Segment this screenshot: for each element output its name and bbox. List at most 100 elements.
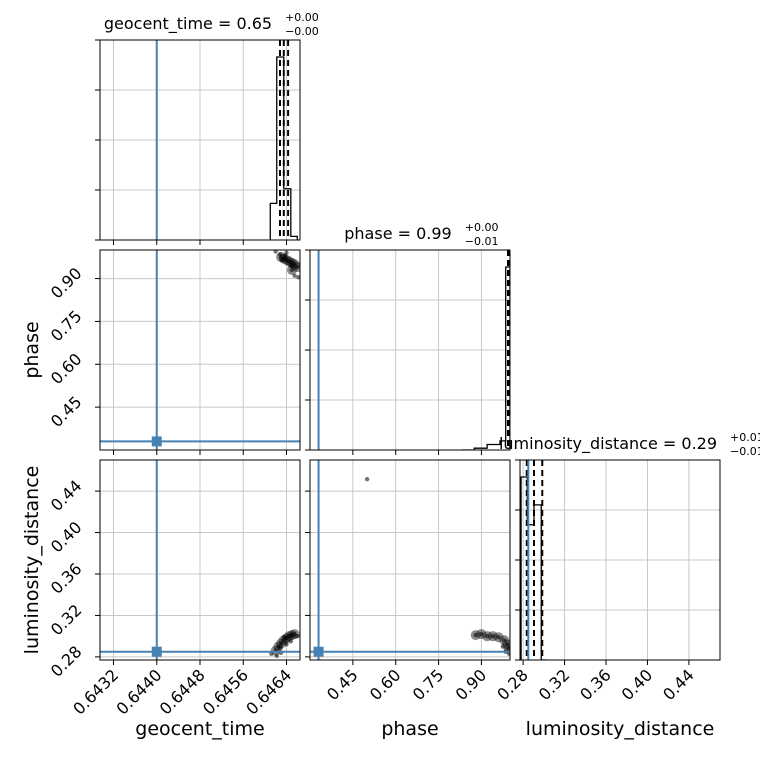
y-tick-label: 0.60 xyxy=(47,349,86,388)
x-tick-label: 0.6464 xyxy=(242,665,295,718)
density-mark xyxy=(499,635,510,646)
title-upper-err: +0.00 xyxy=(285,11,319,24)
panel-frame xyxy=(99,249,301,451)
panel-frame xyxy=(99,459,301,661)
title-lower-err: −0.01 xyxy=(465,235,499,248)
density-mark xyxy=(470,630,481,641)
density-mark xyxy=(276,252,287,263)
x-tick-label: 0.6456 xyxy=(199,665,252,718)
density-mark xyxy=(289,259,300,270)
y-tick-label: 0.36 xyxy=(47,559,86,598)
x-tick-label: 0.28 xyxy=(493,665,532,704)
density-mark xyxy=(276,638,287,649)
sample-point xyxy=(502,638,507,643)
x-tick-label: 0.6432 xyxy=(69,665,122,718)
density-mark xyxy=(292,262,300,273)
x-tick-label: 0.90 xyxy=(452,665,491,704)
density-mark xyxy=(502,639,510,650)
sample-point xyxy=(504,642,510,647)
density-mark xyxy=(284,631,295,642)
x-tick-label: 0.44 xyxy=(659,665,698,704)
sample-point xyxy=(278,641,284,646)
sample-point xyxy=(490,633,496,639)
sample-point xyxy=(288,639,294,644)
density-mark xyxy=(281,255,292,265)
sample-point xyxy=(274,653,279,659)
title-main: geocent_time = 0.65 xyxy=(104,14,272,34)
y-tick-label: 0.44 xyxy=(47,476,86,515)
x-tick-label: 0.45 xyxy=(323,665,362,704)
y-tick-label: 0.32 xyxy=(47,601,86,640)
x-tick-label: 0.40 xyxy=(618,665,657,704)
y-tick-label: 0.40 xyxy=(47,518,86,557)
y-tick-label: 0.45 xyxy=(47,392,86,431)
sample-point xyxy=(364,476,370,482)
x-tick-label: 0.75 xyxy=(409,665,448,704)
truth-marker xyxy=(151,646,162,657)
sample-point xyxy=(473,632,478,638)
title-upper-err: +0.00 xyxy=(465,221,499,234)
sample-point xyxy=(496,635,501,640)
density-mark xyxy=(286,630,297,641)
x-tick-label: 0.32 xyxy=(535,665,574,704)
sample-point xyxy=(289,267,295,273)
density-mark xyxy=(482,631,493,642)
panel-frame xyxy=(99,39,301,241)
sample-point xyxy=(282,253,288,258)
x-axis-label-luminosity_distance: luminosity_distance xyxy=(526,718,715,740)
density-mark xyxy=(281,633,292,644)
sample-point xyxy=(277,645,283,650)
sample-point xyxy=(277,252,283,257)
sample-point xyxy=(292,262,297,267)
title-lower-err: −0.00 xyxy=(285,25,319,38)
density-mark xyxy=(278,635,289,646)
x-tick-label: 0.6440 xyxy=(113,665,166,718)
sample-point xyxy=(273,250,278,254)
x-axis-label-geocent_time: geocent_time xyxy=(135,718,264,740)
density-mark xyxy=(476,629,487,640)
density-mark xyxy=(493,632,504,643)
y-tick-label: 0.28 xyxy=(47,642,86,681)
x-tick-label: 0.36 xyxy=(576,665,615,704)
density-mark xyxy=(286,265,297,275)
truth-marker xyxy=(313,646,324,657)
y-axis-label-phase: phase xyxy=(21,321,43,378)
sample-point xyxy=(295,633,300,639)
x-tick-label: 0.60 xyxy=(366,665,405,704)
panel-phase-vs-geocent_time: 0.45 0.600.75 0.90 xyxy=(47,249,301,455)
y-tick-label: 0.75 xyxy=(47,307,86,346)
density-mark xyxy=(273,641,284,652)
density-mark xyxy=(487,631,498,642)
sample-point xyxy=(284,642,289,647)
sample-point xyxy=(279,257,285,263)
panel-luminosity_distance-vs-luminosity_distance: luminosity_distance = 0.29 +0.01−0.01 0.28… xyxy=(493,431,760,704)
panel-title-geocent_time: geocent_time = 0.65 xyxy=(104,14,272,34)
panel-phase-vs-phase: phase = 0.99 +0.00−0.01 xyxy=(305,221,511,455)
sample-point xyxy=(292,273,297,278)
density-mark xyxy=(286,257,297,268)
sample-point xyxy=(484,633,490,639)
panel-geocent_time-vs-geocent_time: geocent_time = 0.65 +0.00−0.00 xyxy=(95,11,319,245)
panel-frame xyxy=(309,459,511,661)
panel-title-phase: phase = 0.99 xyxy=(344,224,451,243)
sample-point xyxy=(295,264,300,270)
panel-frame xyxy=(309,249,511,451)
density-mark xyxy=(289,629,300,640)
sample-point xyxy=(288,263,294,268)
sample-point xyxy=(479,631,484,637)
panel-frame xyxy=(519,459,721,661)
y-axis-label-luminosity_distance: luminosity_distance xyxy=(21,466,43,655)
title-lower-err: −0.01 xyxy=(730,445,760,458)
x-tick-label: 0.6448 xyxy=(156,665,209,718)
histogram-phase xyxy=(461,266,510,450)
sample-point xyxy=(506,646,510,651)
title-main: luminosity_distance = 0.29 xyxy=(499,434,717,454)
truth-marker xyxy=(151,436,162,447)
title-upper-err: +0.01 xyxy=(730,431,760,444)
density-mark xyxy=(284,256,295,267)
sample-point xyxy=(500,644,506,649)
sample-point xyxy=(282,635,287,640)
panel-luminosity_distance-vs-phase: 0.45 0.60 0.75 0.90 xyxy=(305,459,511,704)
x-axis-label-phase: phase xyxy=(381,718,438,740)
